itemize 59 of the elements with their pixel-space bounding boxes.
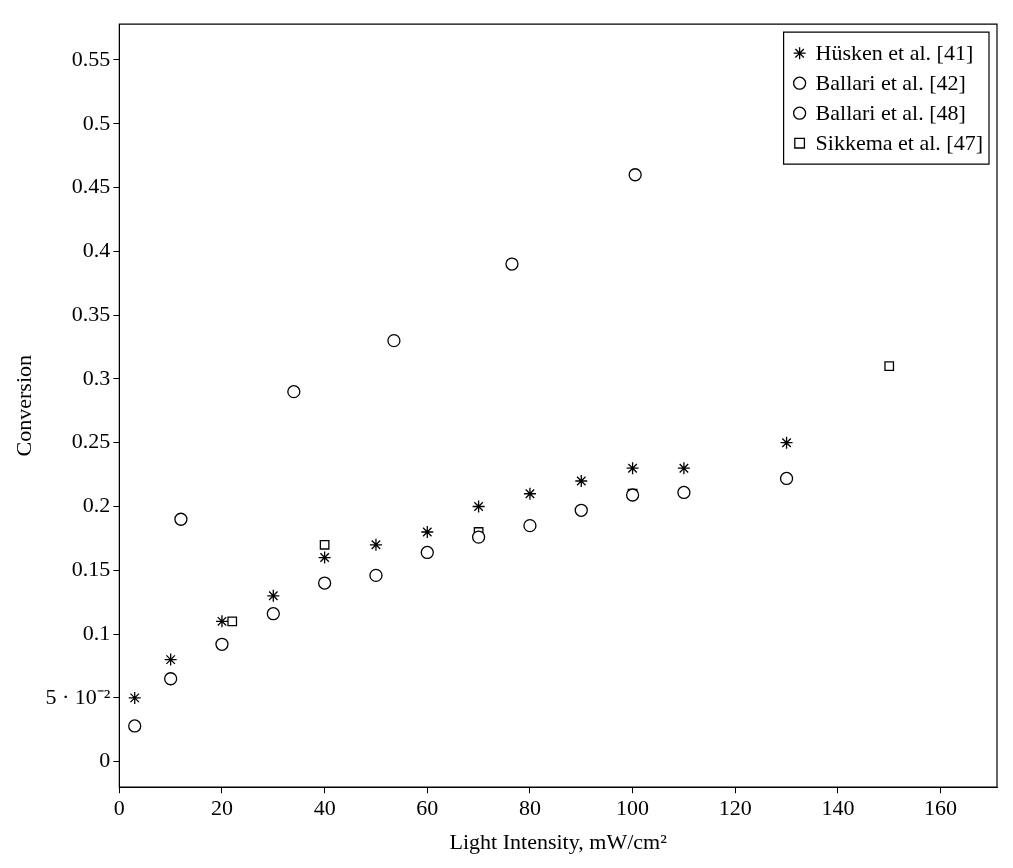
point [369, 568, 383, 583]
point [287, 385, 301, 399]
legend-label: Hüsken et al. [41] [815, 39, 974, 65]
point [174, 512, 188, 526]
point [164, 672, 178, 686]
point [266, 607, 280, 621]
point [319, 539, 330, 550]
x-tick-label: 60 [416, 795, 439, 821]
point [471, 530, 486, 544]
point [779, 436, 794, 450]
point [677, 461, 691, 475]
y-tick-label: 0.5 [82, 109, 111, 135]
x-tick-label: 20 [210, 795, 233, 821]
point [677, 485, 691, 500]
point [884, 361, 895, 372]
point [471, 499, 486, 514]
y-tick-label: 0.3 [82, 364, 111, 390]
point [266, 589, 280, 603]
x-tick-label: 80 [518, 795, 541, 821]
point [779, 471, 794, 486]
x-tick-label: 100 [616, 795, 650, 821]
point [420, 545, 434, 560]
y-tick-label: 0.4 [82, 237, 111, 263]
point [317, 576, 332, 590]
point [128, 719, 142, 733]
y-axis-title: Conversion [10, 354, 36, 457]
x-tick-label: 40 [313, 795, 336, 821]
point [369, 538, 383, 552]
y-tick-label: 0.1 [82, 619, 111, 645]
point [625, 461, 640, 475]
legend-label: Ballari et al. [42] [815, 69, 966, 95]
y-tick-label: 0.35 [71, 300, 111, 326]
y-tick-label: 5 · 10⁻² [45, 683, 111, 709]
x-tick-label: 120 [718, 795, 752, 821]
point [215, 614, 229, 628]
point [387, 333, 401, 348]
y-tick-label: 0 [99, 747, 111, 773]
point [628, 168, 642, 182]
point [227, 616, 238, 627]
point [505, 257, 519, 271]
x-axis-title: Light Intensity, mW/cm² [449, 828, 668, 854]
y-tick-label: 0.15 [71, 556, 111, 582]
legend-label: Ballari et al. [48] [815, 99, 966, 125]
x-tick-label: 160 [924, 795, 958, 821]
legend-label: Sikkema et al. [47] [815, 129, 984, 155]
point [420, 525, 434, 539]
point [523, 518, 537, 533]
point [164, 652, 178, 667]
x-tick-label: 140 [821, 795, 855, 821]
point [215, 637, 229, 651]
point [128, 691, 142, 705]
point [574, 474, 588, 488]
point [317, 550, 332, 565]
y-tick-label: 0.55 [71, 45, 111, 71]
point [523, 487, 537, 501]
y-tick-label: 0.45 [71, 173, 111, 199]
point [574, 503, 588, 517]
y-tick-label: 0.25 [71, 428, 111, 454]
y-tick-label: 0.2 [82, 492, 111, 518]
